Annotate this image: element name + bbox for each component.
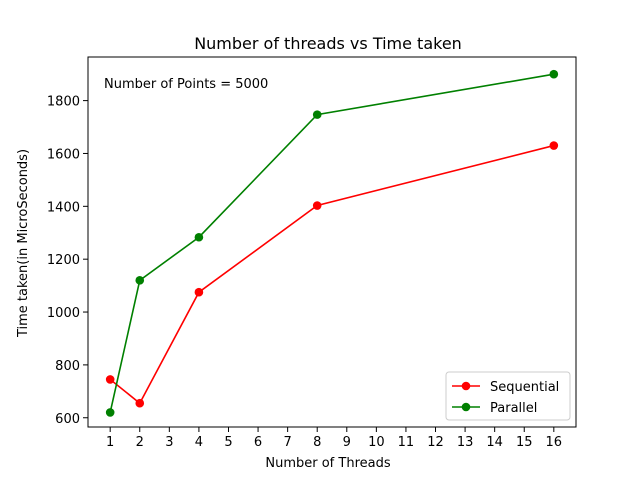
legend-marker-parallel xyxy=(461,402,471,412)
y-tick-label: 1600 xyxy=(47,147,80,162)
y-tick-label: 1800 xyxy=(47,95,80,110)
legend: Sequential Parallel xyxy=(445,371,571,421)
data-point-parallel xyxy=(312,110,322,119)
x-tick-label: 12 xyxy=(427,435,444,450)
y-tick-label: 1000 xyxy=(47,306,80,321)
legend-entry-sequential: Sequential xyxy=(490,380,559,395)
x-tick-label: 14 xyxy=(486,435,503,450)
x-tick-label: 3 xyxy=(165,435,173,450)
x-tick-label: 8 xyxy=(313,435,321,450)
plot-area: 1 2 3 4 5 6 7 8 9 10 11 12 13 14 15 1660080010001200140… xyxy=(47,56,577,450)
data-point-parallel xyxy=(194,232,204,242)
points-annotation: Number of Points = 5000 xyxy=(104,77,268,92)
x-tick-label: 11 xyxy=(398,435,415,450)
y-axis-label: Time taken(in MicroSeconds) xyxy=(16,149,31,338)
data-point-parallel xyxy=(135,276,145,285)
legend-entry-parallel: Parallel xyxy=(490,401,537,416)
y-tick-label: 1200 xyxy=(47,253,80,268)
data-point-sequential xyxy=(312,201,322,210)
x-tick-label: 16 xyxy=(546,435,563,450)
chart-title: Number of threads vs Time taken xyxy=(194,34,462,53)
legend-marker-sequential xyxy=(461,381,471,391)
x-tick-label: 4 xyxy=(195,435,203,450)
y-tick-label: 1400 xyxy=(47,200,80,215)
y-tick-label: 600 xyxy=(55,412,80,427)
x-tick-label: 7 xyxy=(283,435,291,450)
x-tick-label: 1 xyxy=(106,435,114,450)
axes-frame xyxy=(87,56,577,428)
x-axis-label: Number of Threads xyxy=(265,456,390,471)
x-tick-label: 6 xyxy=(254,435,262,450)
data-point-sequential xyxy=(105,375,115,384)
legend-box xyxy=(445,371,571,421)
x-tick-label: 2 xyxy=(136,435,144,450)
data-point-parallel xyxy=(105,408,115,417)
x-tick-label: 9 xyxy=(343,435,351,450)
data-point-sequential xyxy=(194,287,204,297)
x-tick-label: 5 xyxy=(224,435,232,450)
data-point-sequential xyxy=(549,141,559,150)
data-point-parallel xyxy=(549,69,559,79)
x-tick-label: 10 xyxy=(368,435,385,450)
x-tick-label: 15 xyxy=(516,435,533,450)
data-point-sequential xyxy=(135,398,145,408)
y-tick-label: 800 xyxy=(55,359,80,374)
x-tick-label: 13 xyxy=(457,435,474,450)
